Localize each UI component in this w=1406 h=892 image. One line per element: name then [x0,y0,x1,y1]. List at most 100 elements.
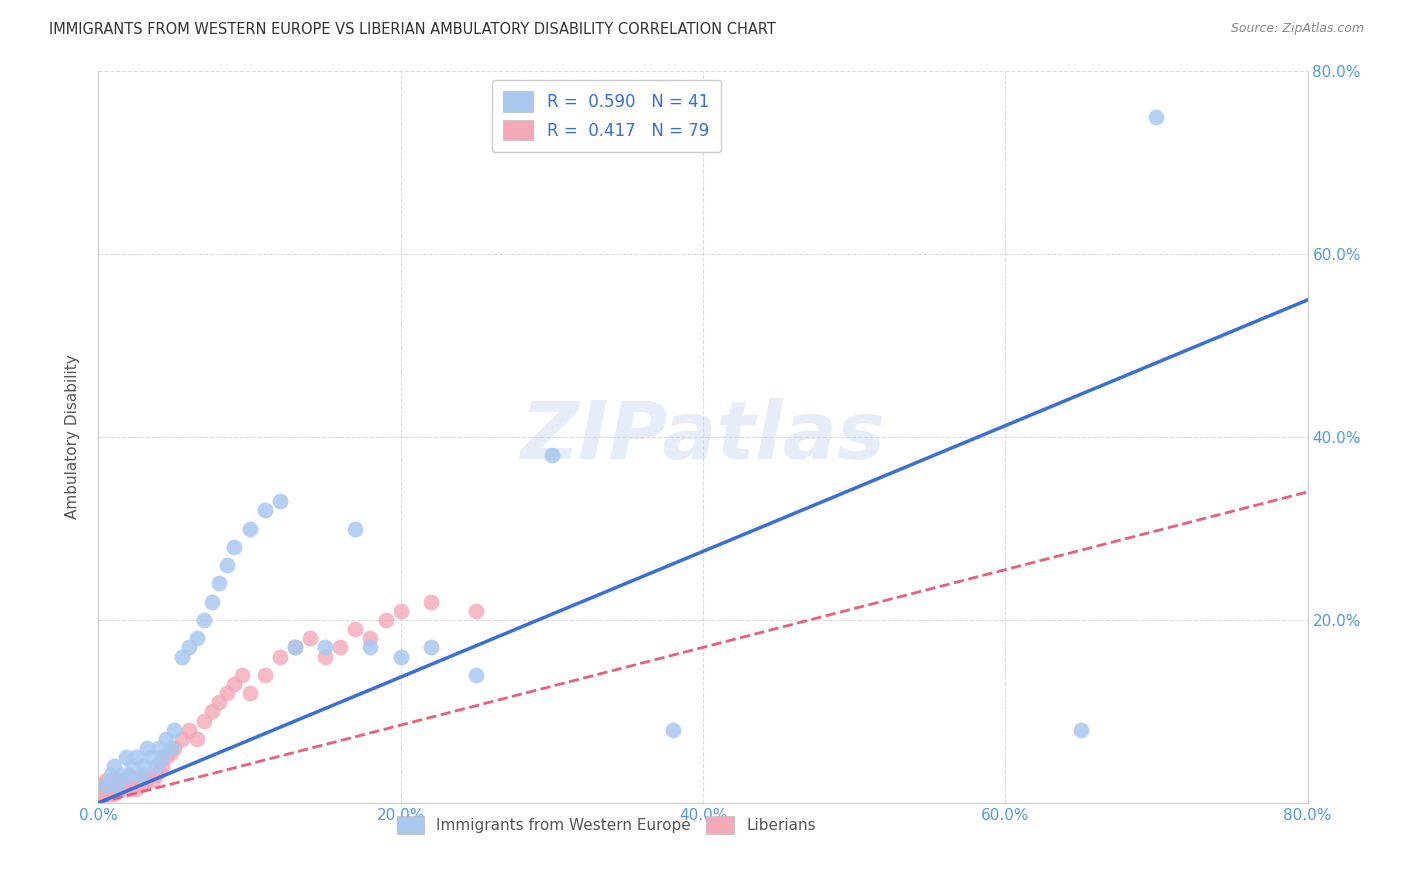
Point [201,594,224,608]
Point [115,772,138,787]
Point [104,782,127,797]
Point [124,778,146,792]
Point [100,787,122,801]
Point [360,640,382,655]
Point [540,448,562,462]
Point [93,778,115,792]
Point [661,723,683,737]
Point [179,640,201,655]
Point [114,782,136,797]
Point [139,768,162,782]
Point [103,759,125,773]
Point [179,723,201,737]
Point [360,632,382,646]
Point [135,740,157,755]
Point [111,772,134,787]
Point [208,695,231,709]
Point [145,768,167,782]
Point [96,782,118,797]
Point [150,759,173,773]
Point [163,723,186,737]
Text: IMMIGRANTS FROM WESTERN EUROPE VS LIBERIAN AMBULATORY DISABILITY CORRELATION CHA: IMMIGRANTS FROM WESTERN EUROPE VS LIBERI… [49,22,776,37]
Point [135,772,157,787]
Point [107,782,129,797]
Point [94,787,117,801]
Point [100,778,122,792]
Point [160,740,183,755]
Point [104,778,127,792]
Point [110,768,132,782]
Point [90,787,112,801]
Point [96,787,118,801]
Point [163,740,186,755]
Legend: Immigrants from Western Europe, Liberians: Immigrants from Western Europe, Liberian… [384,804,828,847]
Point [160,746,183,760]
Point [112,772,135,787]
Point [120,772,142,787]
Point [122,772,145,787]
Point [389,604,412,618]
Point [103,787,125,801]
Point [110,782,132,797]
Point [201,705,224,719]
Point [89,787,111,801]
Point [239,686,262,700]
Point [129,768,152,782]
Point [125,782,148,797]
Point [374,613,396,627]
Point [239,521,262,535]
Point [112,778,135,792]
Point [389,649,412,664]
Point [94,772,117,787]
Point [125,750,148,764]
Point [100,768,122,782]
Point [465,604,488,618]
Point [170,731,193,746]
Point [131,772,153,787]
Point [101,782,124,797]
Point [215,558,238,573]
Point [121,759,143,773]
Point [224,540,246,554]
Point [110,778,132,792]
Point [107,778,129,792]
Point [118,782,141,797]
Point [284,640,307,655]
Point [314,649,336,664]
Point [299,632,322,646]
Point [132,768,155,782]
Point [94,778,117,792]
Point [148,740,170,755]
Point [231,667,253,681]
Point [103,772,125,787]
Point [108,778,131,792]
Point [127,778,149,792]
Point [420,640,443,655]
Point [91,778,114,792]
Point [1144,110,1167,124]
Point [155,731,177,746]
Point [98,778,121,792]
Point [132,759,155,773]
Point [253,503,276,517]
Point [105,772,128,787]
Point [111,782,134,797]
Text: Source: ZipAtlas.com: Source: ZipAtlas.com [1230,22,1364,36]
Point [193,714,215,728]
Point [314,640,336,655]
Point [142,772,165,787]
Point [128,772,150,787]
Point [98,782,121,797]
Point [186,731,208,746]
Point [1070,723,1092,737]
Text: ZIPatlas: ZIPatlas [520,398,886,476]
Point [121,778,143,792]
Point [118,778,141,792]
Point [129,778,152,792]
Point [114,750,136,764]
Point [91,787,114,801]
Point [145,759,167,773]
Point [114,778,136,792]
Point [155,750,177,764]
Point [420,594,443,608]
